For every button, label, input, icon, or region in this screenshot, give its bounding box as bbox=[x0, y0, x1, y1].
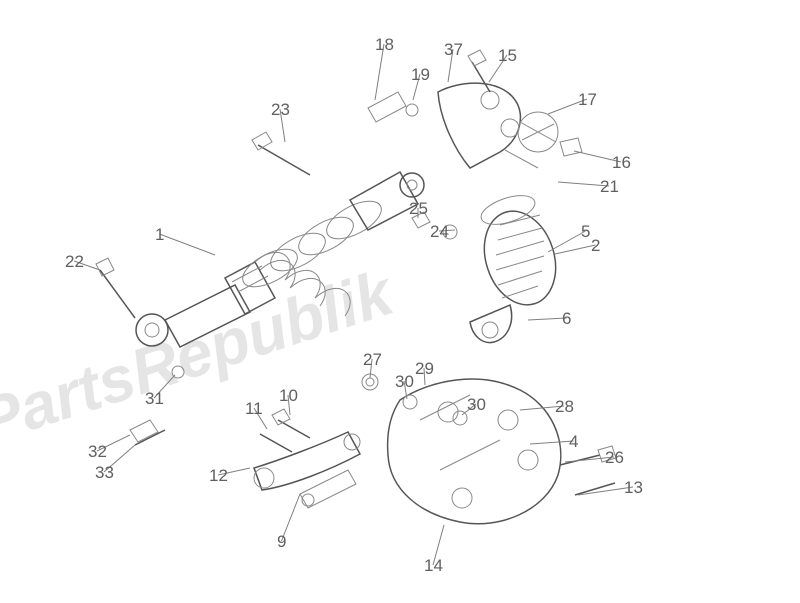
callout-5: 5 bbox=[581, 222, 590, 242]
callout-2: 2 bbox=[591, 236, 600, 256]
callout-22: 22 bbox=[65, 252, 84, 272]
callout-6: 6 bbox=[562, 309, 571, 329]
callout-12: 12 bbox=[209, 466, 228, 486]
leader-lines bbox=[0, 0, 800, 603]
callout-14: 14 bbox=[424, 556, 443, 576]
callout-1: 1 bbox=[155, 225, 164, 245]
callout-27: 27 bbox=[363, 350, 382, 370]
callout-21: 21 bbox=[600, 177, 619, 197]
callout-9: 9 bbox=[277, 532, 286, 552]
callout-15: 15 bbox=[498, 46, 517, 66]
callout-26: 26 bbox=[605, 448, 624, 468]
callout-31: 31 bbox=[145, 389, 164, 409]
callout-29: 29 bbox=[415, 359, 434, 379]
callout-25: 25 bbox=[409, 199, 428, 219]
callout-37: 37 bbox=[444, 40, 463, 60]
callout-4: 4 bbox=[569, 432, 578, 452]
callout-17: 17 bbox=[578, 90, 597, 110]
callout-16: 16 bbox=[612, 153, 631, 173]
callout-30b: 30 bbox=[467, 395, 486, 415]
callout-13: 13 bbox=[624, 478, 643, 498]
callout-19: 19 bbox=[411, 65, 430, 85]
callout-30: 30 bbox=[395, 372, 414, 392]
callout-33: 33 bbox=[95, 463, 114, 483]
callout-32: 32 bbox=[88, 442, 107, 462]
callout-24: 24 bbox=[430, 222, 449, 242]
callout-10: 10 bbox=[279, 386, 298, 406]
callout-18: 18 bbox=[375, 35, 394, 55]
callout-23: 23 bbox=[271, 100, 290, 120]
callout-28: 28 bbox=[555, 397, 574, 417]
callout-11: 11 bbox=[245, 399, 263, 419]
